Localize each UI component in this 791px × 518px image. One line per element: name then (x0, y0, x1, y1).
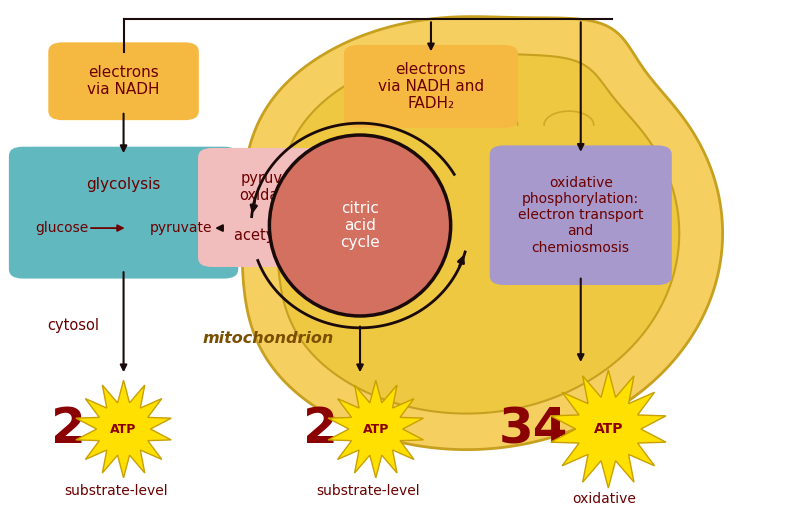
Text: mitochondrion: mitochondrion (202, 332, 334, 347)
FancyBboxPatch shape (9, 147, 238, 279)
FancyBboxPatch shape (490, 146, 672, 285)
Text: 2: 2 (303, 405, 338, 453)
FancyBboxPatch shape (48, 42, 199, 120)
Text: 34: 34 (498, 405, 568, 453)
Text: oxidative
phosphorylation:
electron transport
and
chemiosmosis: oxidative phosphorylation: electron tran… (518, 176, 644, 255)
Text: 2: 2 (51, 405, 86, 453)
Text: ATP: ATP (593, 422, 623, 436)
Text: citric
acid
cycle: citric acid cycle (340, 200, 380, 250)
Text: oxidative: oxidative (573, 492, 636, 506)
FancyBboxPatch shape (344, 45, 518, 128)
FancyBboxPatch shape (198, 148, 349, 267)
Text: electrons
via NADH: electrons via NADH (87, 65, 160, 97)
Text: ATP: ATP (362, 423, 389, 436)
Polygon shape (328, 380, 423, 478)
Text: glucose: glucose (35, 221, 88, 235)
Text: substrate-level: substrate-level (316, 484, 420, 498)
Polygon shape (551, 370, 666, 488)
Text: glycolysis: glycolysis (86, 177, 161, 192)
Ellipse shape (270, 135, 451, 316)
Polygon shape (278, 53, 679, 413)
Text: acetyl CoA: acetyl CoA (234, 228, 312, 243)
Text: pyruvate
oxidation: pyruvate oxidation (240, 170, 307, 203)
Text: ATP: ATP (111, 423, 137, 436)
Text: pyruvate: pyruvate (149, 221, 212, 235)
Text: electrons
via NADH and
FADH₂: electrons via NADH and FADH₂ (378, 62, 484, 111)
Text: substrate-level: substrate-level (64, 484, 168, 498)
Polygon shape (76, 380, 171, 478)
Text: cytosol: cytosol (47, 319, 99, 334)
Polygon shape (242, 17, 723, 450)
